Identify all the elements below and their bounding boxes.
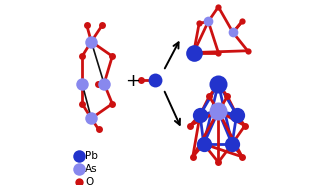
Text: As: As (85, 164, 97, 174)
Text: +: + (125, 72, 140, 90)
Text: O: O (85, 177, 93, 187)
Text: Pb: Pb (85, 151, 98, 161)
